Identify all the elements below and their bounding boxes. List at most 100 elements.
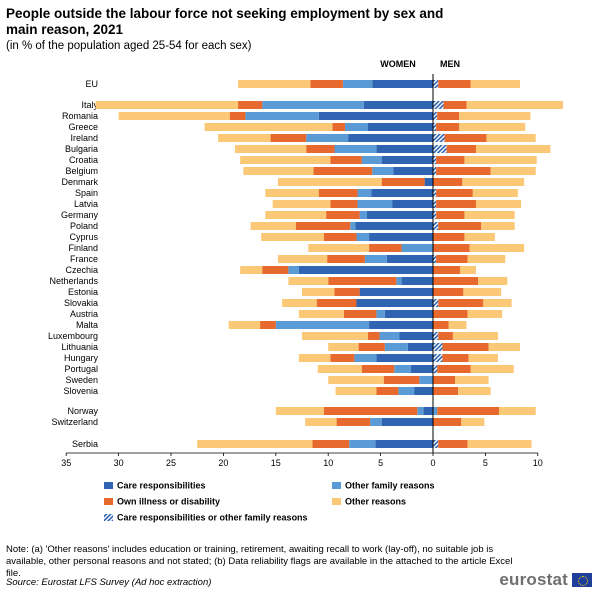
legend-label-combined: Care responsibilities or other family re… <box>117 513 308 523</box>
bar-women-care <box>363 101 433 109</box>
bar-men-illness <box>433 288 464 296</box>
bar-men-illness <box>438 299 484 307</box>
bar-women-illness <box>332 123 345 131</box>
legend-swatch-other <box>332 498 341 505</box>
x-tick-label: 5 <box>378 458 383 468</box>
bar-men-other <box>461 418 485 426</box>
bar-women-other-family <box>361 156 382 164</box>
bar-women-care <box>366 211 433 219</box>
eu-flag-icon <box>572 573 592 587</box>
bar-women-other-family <box>356 233 370 241</box>
bar-women-illness <box>318 189 358 197</box>
bar-women-other <box>277 178 382 186</box>
bar-men-other <box>475 200 522 208</box>
bar-women-care <box>372 80 433 88</box>
bar-women-care <box>414 387 433 395</box>
category-label: Netherlands <box>49 276 98 286</box>
bar-women-illness <box>295 222 351 230</box>
bar-women-other <box>302 332 369 340</box>
category-label: Malta <box>76 320 98 330</box>
bar-men-illness <box>433 310 468 318</box>
bar-women-other-family <box>262 101 364 109</box>
bar-men-other <box>464 233 495 241</box>
bar-men-illness <box>433 178 463 186</box>
bar-women-other <box>305 418 337 426</box>
bar-women-other-family <box>401 244 433 252</box>
bar-men-other <box>463 288 502 296</box>
x-tick-label: 30 <box>114 458 124 468</box>
legend-label-care: Care responsibilities <box>117 481 206 491</box>
chart-source: Source: Eurostat LFS Survey (Ad hoc extr… <box>6 577 212 588</box>
bar-men-other <box>488 343 520 351</box>
bar-women-other-family <box>359 211 367 219</box>
bar-women-illness <box>313 167 373 175</box>
bar-women-illness <box>306 145 335 153</box>
bar-women-other <box>277 255 328 263</box>
bar-women-illness <box>358 343 385 351</box>
x-tick-label: 10 <box>323 458 333 468</box>
logo-text: eurostat <box>499 570 568 589</box>
bar-men-other <box>467 255 506 263</box>
category-label: Croatia <box>69 155 98 165</box>
bar-women-illness <box>328 277 397 285</box>
panel-label-men: MEN <box>440 59 460 69</box>
bar-men-other-family <box>433 407 438 415</box>
bar-women-other-family <box>350 222 356 230</box>
bar-men-other <box>475 145 551 153</box>
bar-women-care <box>423 407 433 415</box>
bar-women-illness <box>330 156 362 164</box>
bar-men-combined <box>433 156 437 164</box>
bar-women-other <box>250 222 296 230</box>
bar-men-illness <box>436 156 465 164</box>
bar-men-other <box>464 156 537 164</box>
bar-men-illness <box>443 101 467 109</box>
bar-women-other <box>197 440 313 448</box>
bar-men-combined <box>433 343 443 351</box>
bar-men-other <box>486 134 536 142</box>
bar-women-other <box>288 277 329 285</box>
bar-women-other <box>308 244 370 252</box>
bar-men-illness <box>444 134 487 142</box>
legend-swatch-other-family <box>332 482 341 489</box>
bar-men-illness <box>433 233 465 241</box>
bar-men-other <box>459 123 526 131</box>
bar-women-other-family <box>245 112 319 120</box>
bar-women-other-family <box>357 200 393 208</box>
bar-men-illness <box>437 407 500 415</box>
category-label: Denmark <box>61 177 98 187</box>
bar-women-other <box>298 310 344 318</box>
bar-women-illness <box>324 407 418 415</box>
bar-women-other <box>265 189 319 197</box>
bar-men-illness <box>433 266 461 274</box>
bar-men-illness <box>442 343 489 351</box>
category-label: Italy <box>81 100 98 110</box>
bar-women-other-family <box>334 145 377 153</box>
x-tick-label: 0 <box>430 458 435 468</box>
bar-men-other <box>462 178 525 186</box>
x-tick-label: 10 <box>533 458 543 468</box>
bar-women-other-family <box>344 123 369 131</box>
bar-women-other <box>335 387 377 395</box>
bar-men-combined <box>433 211 437 219</box>
bar-women-other-family <box>419 376 433 384</box>
bar-men-combined <box>433 112 438 120</box>
bar-women-care <box>392 200 433 208</box>
bar-men-combined <box>433 167 437 175</box>
bar-women-other <box>298 354 331 362</box>
bar-men-illness <box>436 123 460 131</box>
legend-label-illness: Own illness or disability <box>117 497 220 507</box>
category-label: Latvia <box>74 199 98 209</box>
bar-men-illness <box>436 211 465 219</box>
bar-women-illness <box>330 354 355 362</box>
bar-men-illness <box>438 332 453 340</box>
bar-women-other <box>240 266 263 274</box>
bar-men-illness <box>433 321 449 329</box>
bar-women-other <box>218 134 271 142</box>
bar-men-other <box>472 189 518 197</box>
bar-women-care <box>376 354 433 362</box>
bar-women-other <box>328 376 384 384</box>
category-label: Finland <box>68 243 98 253</box>
bar-women-illness <box>326 211 360 219</box>
bar-women-illness <box>343 310 377 318</box>
bar-men-illness <box>438 222 482 230</box>
